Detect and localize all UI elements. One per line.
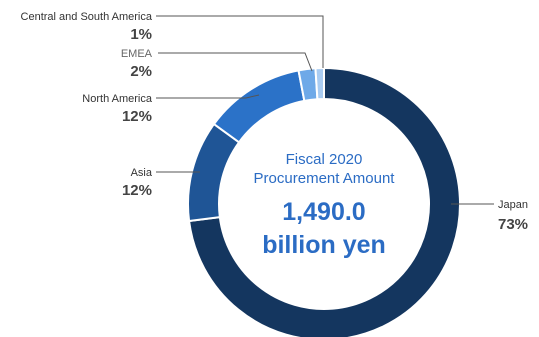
slice-asia	[187, 122, 241, 223]
leader-line-emea	[158, 52, 313, 72]
center-line-1: Fiscal 2020	[286, 151, 363, 168]
label-emea-pct: 2%	[130, 63, 152, 80]
label-central-south-america-pct: 1%	[130, 26, 152, 43]
leader-line-north-america	[156, 94, 260, 99]
label-central-south-america-name: Central and South America	[21, 11, 153, 23]
label-asia-name: Asia	[131, 167, 153, 179]
label-north-america-name: North America	[82, 93, 153, 105]
slice-central-and-south-america	[314, 66, 325, 101]
slice-north-america	[212, 69, 306, 144]
label-japan-name: Japan	[498, 199, 528, 211]
label-north-america-pct: 12%	[122, 108, 152, 125]
leader-line-central-south-america	[156, 15, 324, 68]
donut-slices	[187, 66, 461, 337]
label-asia-pct: 12%	[122, 182, 152, 199]
slice-japan	[187, 66, 461, 337]
label-emea-name: EMEA	[121, 48, 153, 60]
leader-lines	[156, 15, 494, 205]
label-japan-pct: 73%	[498, 216, 528, 233]
center-total-unit: billion yen	[262, 231, 386, 259]
center-line-2: Procurement Amount	[254, 170, 396, 187]
center-total-value: 1,490.0	[282, 198, 365, 226]
